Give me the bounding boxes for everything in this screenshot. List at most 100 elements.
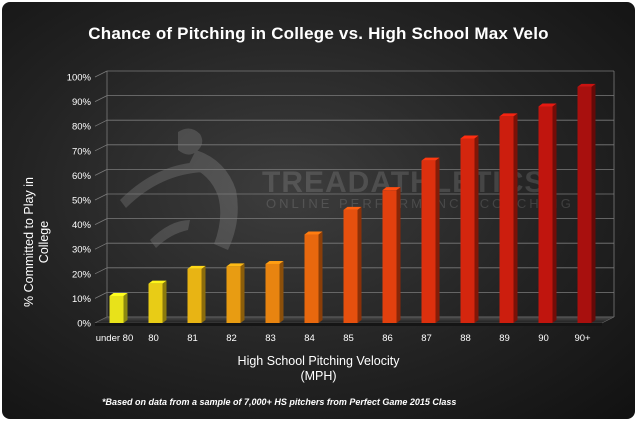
bar — [304, 231, 323, 323]
x-tick-label: 84 — [304, 333, 315, 344]
gridline-side — [94, 144, 108, 152]
bar-side — [552, 103, 557, 324]
bar-top — [109, 292, 128, 296]
bar-side — [162, 280, 167, 323]
bar — [382, 187, 401, 323]
bar-side — [474, 135, 479, 323]
y-tick-label: 70% — [72, 146, 92, 157]
x-tick-label: 85 — [343, 333, 354, 344]
bar-top — [343, 206, 362, 210]
bar — [187, 265, 206, 323]
bar-side — [318, 231, 323, 323]
chart-panel: Chance of Pitching in College vs. High S… — [2, 2, 635, 419]
x-tick-label: 83 — [265, 333, 276, 344]
bar — [226, 263, 245, 323]
bar-side — [435, 157, 440, 323]
bar — [577, 83, 596, 323]
bar-front — [460, 138, 475, 323]
bar-front — [109, 295, 124, 323]
bar — [460, 135, 479, 323]
y-tick-label: 40% — [72, 220, 92, 231]
bar-top — [148, 280, 167, 284]
y-tick-label: 80% — [72, 122, 92, 133]
x-tick-label: 87 — [421, 333, 432, 344]
bar-top — [226, 263, 245, 267]
bar-side — [513, 113, 518, 323]
bar-front — [538, 106, 553, 324]
gridline-side — [94, 267, 108, 275]
y-tick-label: 60% — [72, 171, 92, 182]
bar-front — [382, 190, 397, 323]
x-tick-label: under 80 — [96, 333, 134, 344]
bar-top — [265, 260, 284, 264]
bar-side — [396, 187, 401, 323]
bar-side — [240, 263, 245, 323]
x-axis-label-text: High School Pitching Velocity — [237, 354, 400, 368]
x-axis-label: High School Pitching Velocity (MPH) — [2, 354, 635, 384]
bar-top — [304, 231, 323, 235]
bars — [109, 83, 596, 324]
bar-front — [577, 86, 592, 323]
watermark-logo-subtext: ONLINE PERFORMANCE COACHING — [266, 196, 574, 211]
floor-front — [95, 323, 602, 326]
bar-top — [187, 265, 206, 269]
bar — [265, 260, 284, 323]
x-tick-label: 80 — [148, 333, 159, 344]
bar-front — [304, 234, 319, 323]
bar-front — [421, 160, 436, 323]
watermark-pitcher-figure — [120, 128, 238, 250]
y-tick-label: 50% — [72, 196, 92, 207]
bar — [538, 103, 557, 324]
y-axis-ticks: 0% 10% 20% 30% 40% 50% 60% 70% 80% 90% 100% — [67, 73, 92, 330]
bar — [109, 292, 128, 323]
bar — [499, 113, 518, 323]
y-tick-label: 10% — [72, 294, 92, 305]
gridline-side — [94, 119, 108, 127]
chart-title: Chance of Pitching in College vs. High S… — [88, 24, 549, 43]
y-tick-label: 20% — [72, 269, 92, 280]
bar — [343, 206, 362, 323]
gridline-side — [94, 169, 108, 176]
y-tick-label: 90% — [72, 97, 92, 108]
bar-side — [123, 292, 128, 323]
x-tick-label: 88 — [460, 333, 471, 344]
bar-side — [591, 83, 596, 323]
bar-side — [357, 206, 362, 323]
gridline-side — [94, 193, 108, 201]
watermark-logo-text: TREADATHLETICS — [262, 166, 545, 199]
footnote: *Based on data from a sample of 7,000+ H… — [102, 397, 457, 407]
gridline-side — [94, 70, 108, 78]
bar-top — [577, 83, 596, 87]
bar — [421, 157, 440, 323]
bar-front — [148, 283, 163, 323]
bar-side — [201, 265, 206, 323]
gridline-side — [94, 242, 108, 250]
bar-top — [421, 157, 440, 161]
y-tick-label: 100% — [67, 73, 92, 84]
x-tick-label: 90 — [538, 333, 549, 344]
bar-front — [226, 266, 241, 323]
x-tick-label: 81 — [187, 333, 198, 344]
bar-side — [279, 260, 284, 323]
x-axis-ticks: under 80 80 81 82 83 84 85 86 87 88 89 90 90+ — [96, 333, 591, 344]
bar-top — [538, 103, 557, 107]
bar-top — [499, 113, 518, 117]
bar-top — [382, 187, 401, 191]
bar-front — [187, 268, 202, 323]
bar-front — [265, 263, 280, 323]
x-axis-label-unit: (MPH) — [300, 369, 337, 383]
gridline-side — [94, 95, 108, 102]
bar-front — [343, 209, 358, 323]
bar — [148, 280, 167, 323]
x-tick-label: 86 — [382, 333, 393, 344]
watermark: TREADATHLETICS ONLINE PERFORMANCE COACHI… — [120, 128, 574, 250]
x-tick-label: 89 — [499, 333, 510, 344]
x-tick-label: 90+ — [574, 333, 591, 344]
gridline-side — [94, 292, 108, 299]
y-tick-label: 0% — [77, 319, 91, 330]
bar-top — [460, 135, 479, 139]
x-tick-label: 82 — [226, 333, 237, 344]
gridline-side — [94, 218, 108, 225]
